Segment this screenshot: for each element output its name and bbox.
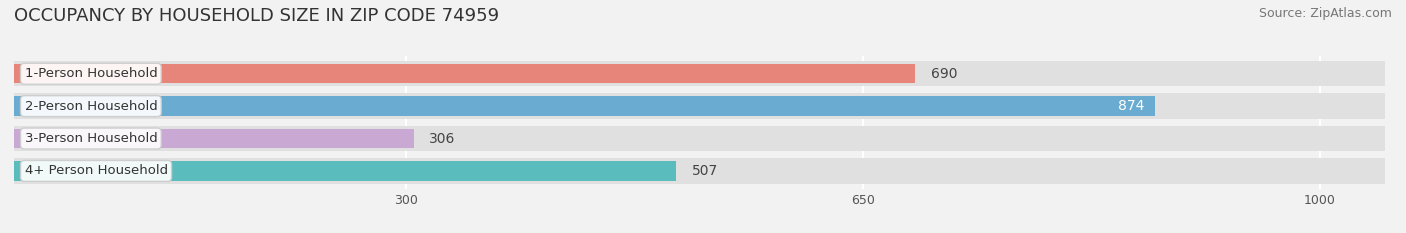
Bar (14, 64, 915, 83)
Text: 3-Person Household: 3-Person Household (24, 132, 157, 145)
Text: 1-Person Household: 1-Person Household (24, 67, 157, 80)
Text: OCCUPANCY BY HOUSEHOLD SIZE IN ZIP CODE 74959: OCCUPANCY BY HOUSEHOLD SIZE IN ZIP CODE … (14, 7, 499, 25)
Text: Source: ZipAtlas.com: Source: ZipAtlas.com (1258, 7, 1392, 20)
Bar (14, 96, 1156, 116)
Text: 306: 306 (429, 131, 456, 146)
Bar (14, 129, 413, 148)
Text: 507: 507 (692, 164, 718, 178)
Text: 2-Person Household: 2-Person Household (24, 100, 157, 113)
Bar (14, 158, 1385, 184)
Bar (14, 93, 1385, 119)
Bar (14, 126, 1385, 151)
Text: 4+ Person Household: 4+ Person Household (24, 164, 167, 177)
Text: 690: 690 (931, 67, 957, 81)
Bar (14, 161, 676, 181)
Bar (14, 61, 1385, 86)
Text: 874: 874 (1118, 99, 1144, 113)
